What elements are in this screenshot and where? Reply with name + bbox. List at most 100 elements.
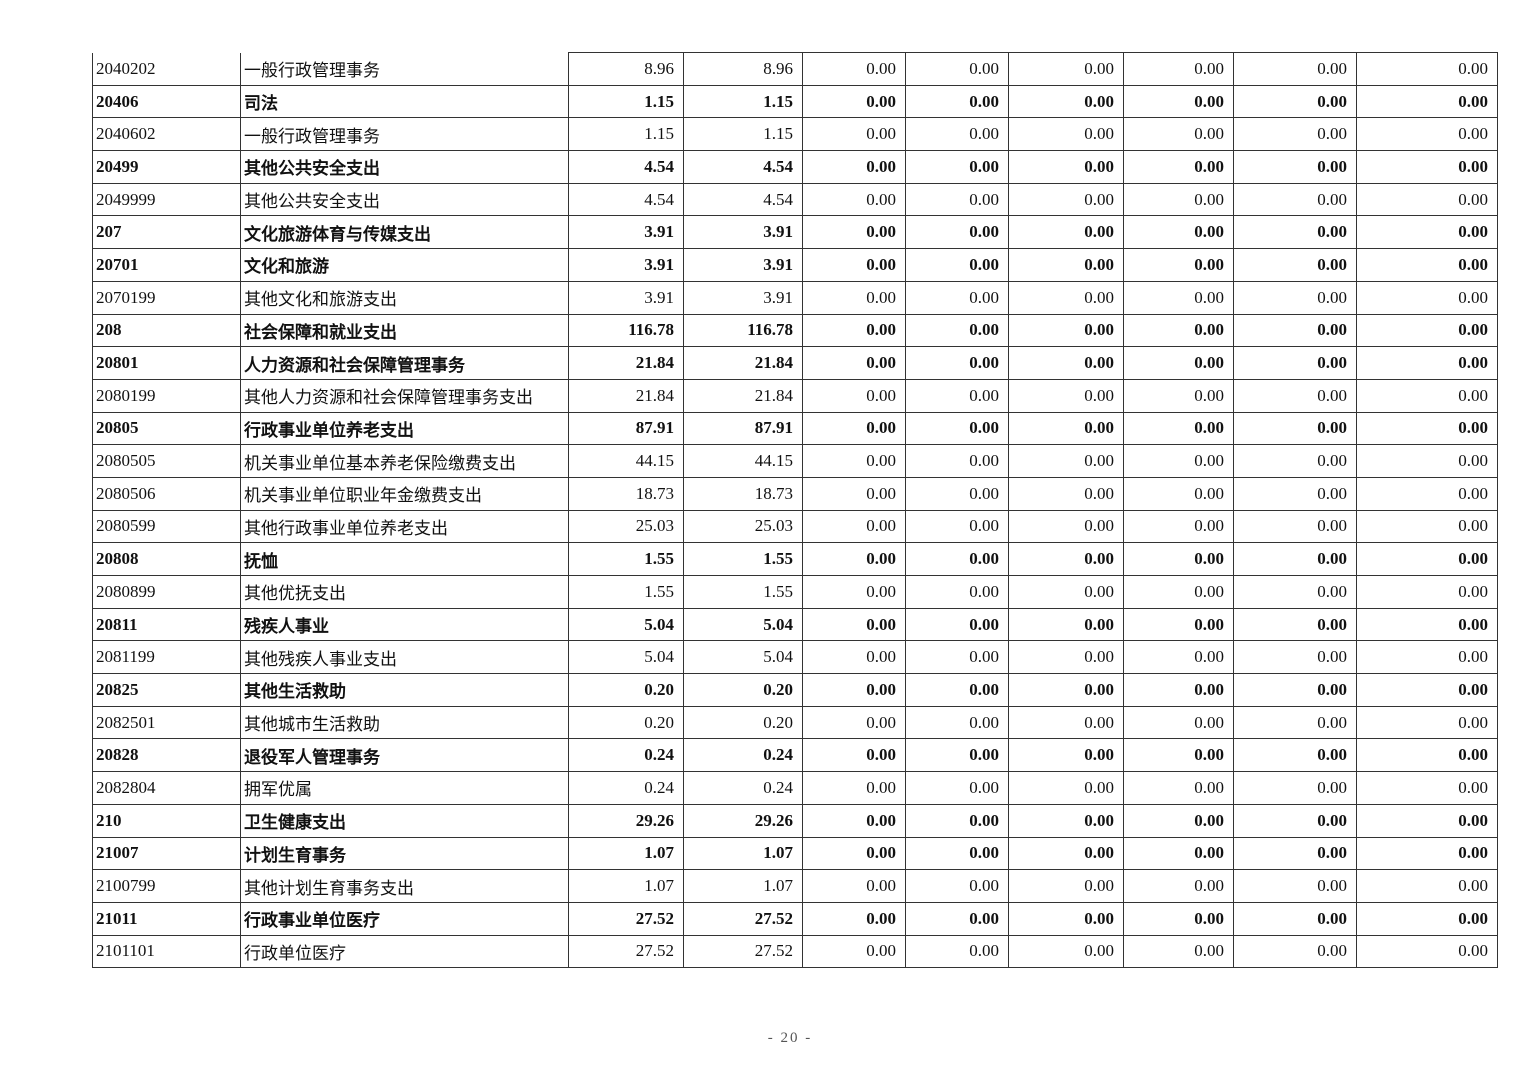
zero-value-cell: 0.00 (1008, 444, 1124, 478)
name-cell: 一般行政管理事务 (240, 52, 569, 86)
zero-value-cell: 0.00 (1233, 901, 1357, 936)
zero-value-cell: 0.00 (1233, 313, 1357, 348)
zero-value-cell: 0.00 (1233, 836, 1357, 871)
total-cell: 1.55 (568, 575, 684, 609)
zero-value-cell: 0.00 (1356, 313, 1498, 348)
zero-value-cell: 0.00 (802, 84, 906, 119)
basic-cell: 1.07 (683, 836, 803, 871)
basic-cell: 1.15 (683, 117, 803, 152)
basic-cell: 1.07 (683, 869, 803, 903)
zero-value-cell: 0.00 (802, 575, 906, 609)
zero-value-cell: 0.00 (1233, 346, 1357, 380)
basic-cell: 21.84 (683, 346, 803, 380)
zero-value-cell: 0.00 (802, 411, 906, 446)
zero-value-cell: 0.00 (802, 803, 906, 838)
zero-value-cell: 0.00 (1356, 509, 1498, 544)
total-cell: 0.24 (568, 738, 684, 773)
zero-value-cell: 0.00 (1356, 215, 1498, 250)
zero-value-cell: 0.00 (802, 378, 906, 413)
total-cell: 4.54 (568, 150, 684, 184)
zero-value-cell: 0.00 (1008, 313, 1124, 348)
table-row: 2101101 行政单位医疗 27.52 27.52 0.00 0.00 0.00 0.00 0… (92, 934, 1498, 969)
zero-value-cell: 0.00 (1008, 673, 1124, 707)
table-row: 210 卫生健康支出 29.26 29.26 0.00 0.00 0.00 0.00 0.00 0… (92, 803, 1498, 838)
zero-value-cell: 0.00 (905, 476, 1009, 511)
zero-value-cell: 0.00 (1123, 771, 1234, 805)
code-cell: 2070199 (92, 280, 241, 315)
name-cell: 其他公共安全支出 (240, 182, 569, 217)
total-cell: 0.20 (568, 705, 684, 740)
table-row: 20499 其他公共安全支出 4.54 4.54 0.00 0.00 0.00 0.00 0.0… (92, 150, 1498, 184)
zero-value-cell: 0.00 (802, 673, 906, 707)
code-cell: 2101101 (92, 934, 241, 969)
basic-cell: 1.55 (683, 542, 803, 576)
code-cell: 20825 (92, 673, 241, 707)
zero-value-cell: 0.00 (1008, 836, 1124, 871)
basic-cell: 18.73 (683, 476, 803, 511)
code-cell: 2080599 (92, 509, 241, 544)
zero-value-cell: 0.00 (1123, 836, 1234, 871)
zero-value-cell: 0.00 (802, 901, 906, 936)
zero-value-cell: 0.00 (905, 640, 1009, 675)
table-row: 20805 行政事业单位养老支出 87.91 87.91 0.00 0.00 0.00 0.0… (92, 411, 1498, 446)
zero-value-cell: 0.00 (1233, 771, 1357, 805)
zero-value-cell: 0.00 (1233, 248, 1357, 282)
zero-value-cell: 0.00 (802, 150, 906, 184)
zero-value-cell: 0.00 (905, 934, 1009, 969)
zero-value-cell: 0.00 (1123, 182, 1234, 217)
zero-value-cell: 0.00 (1356, 346, 1498, 380)
total-cell: 18.73 (568, 476, 684, 511)
code-cell: 2081199 (92, 640, 241, 675)
basic-cell: 8.96 (683, 52, 803, 86)
zero-value-cell: 0.00 (905, 673, 1009, 707)
code-cell: 207 (92, 215, 241, 250)
zero-value-cell: 0.00 (905, 542, 1009, 576)
zero-value-cell: 0.00 (1233, 575, 1357, 609)
zero-value-cell: 0.00 (1233, 117, 1357, 152)
table-row: 20828 退役军人管理事务 0.24 0.24 0.00 0.00 0.00 0.00 0.0… (92, 738, 1498, 773)
table-row: 2082501 其他城市生活救助 0.20 0.20 0.00 0.00 0.00 0.00 0… (92, 705, 1498, 740)
code-cell: 20805 (92, 411, 241, 446)
basic-cell: 1.15 (683, 84, 803, 119)
table-row: 207 文化旅游体育与传媒支出 3.91 3.91 0.00 0.00 0.00 0.00 0.… (92, 215, 1498, 250)
zero-value-cell: 0.00 (1123, 313, 1234, 348)
zero-value-cell: 0.00 (802, 771, 906, 805)
basic-cell: 44.15 (683, 444, 803, 478)
zero-value-cell: 0.00 (1123, 803, 1234, 838)
zero-value-cell: 0.00 (1356, 476, 1498, 511)
total-cell: 1.15 (568, 84, 684, 119)
zero-value-cell: 0.00 (802, 280, 906, 315)
zero-value-cell: 0.00 (905, 901, 1009, 936)
zero-value-cell: 0.00 (1356, 673, 1498, 707)
table-row: 20808 抚恤 1.55 1.55 0.00 0.00 0.00 0.00 0.00 0.00 (92, 542, 1498, 576)
basic-cell: 4.54 (683, 150, 803, 184)
code-cell: 20701 (92, 248, 241, 282)
zero-value-cell: 0.00 (1356, 117, 1498, 152)
table-row: 20825 其他生活救助 0.20 0.20 0.00 0.00 0.00 0.00 0.00 0… (92, 673, 1498, 707)
zero-value-cell: 0.00 (802, 313, 906, 348)
zero-value-cell: 0.00 (1233, 509, 1357, 544)
name-cell: 其他文化和旅游支出 (240, 280, 569, 315)
zero-value-cell: 0.00 (1008, 738, 1124, 773)
zero-value-cell: 0.00 (1233, 542, 1357, 576)
zero-value-cell: 0.00 (1008, 346, 1124, 380)
zero-value-cell: 0.00 (905, 411, 1009, 446)
basic-cell: 25.03 (683, 509, 803, 544)
total-cell: 1.07 (568, 869, 684, 903)
zero-value-cell: 0.00 (1008, 869, 1124, 903)
zero-value-cell: 0.00 (1123, 346, 1234, 380)
table-row: 2080199 其他人力资源和社会保障管理事务支出 21.84 21.84 0.00 0.… (92, 378, 1498, 413)
zero-value-cell: 0.00 (1008, 411, 1124, 446)
code-cell: 21007 (92, 836, 241, 871)
zero-value-cell: 0.00 (802, 52, 906, 86)
zero-value-cell: 0.00 (1233, 869, 1357, 903)
zero-value-cell: 0.00 (1123, 673, 1234, 707)
total-cell: 1.55 (568, 542, 684, 576)
zero-value-cell: 0.00 (1008, 640, 1124, 675)
zero-value-cell: 0.00 (1233, 280, 1357, 315)
name-cell: 文化旅游体育与传媒支出 (240, 215, 569, 250)
total-cell: 1.07 (568, 836, 684, 871)
total-cell: 8.96 (568, 52, 684, 86)
zero-value-cell: 0.00 (905, 52, 1009, 86)
zero-value-cell: 0.00 (1008, 150, 1124, 184)
